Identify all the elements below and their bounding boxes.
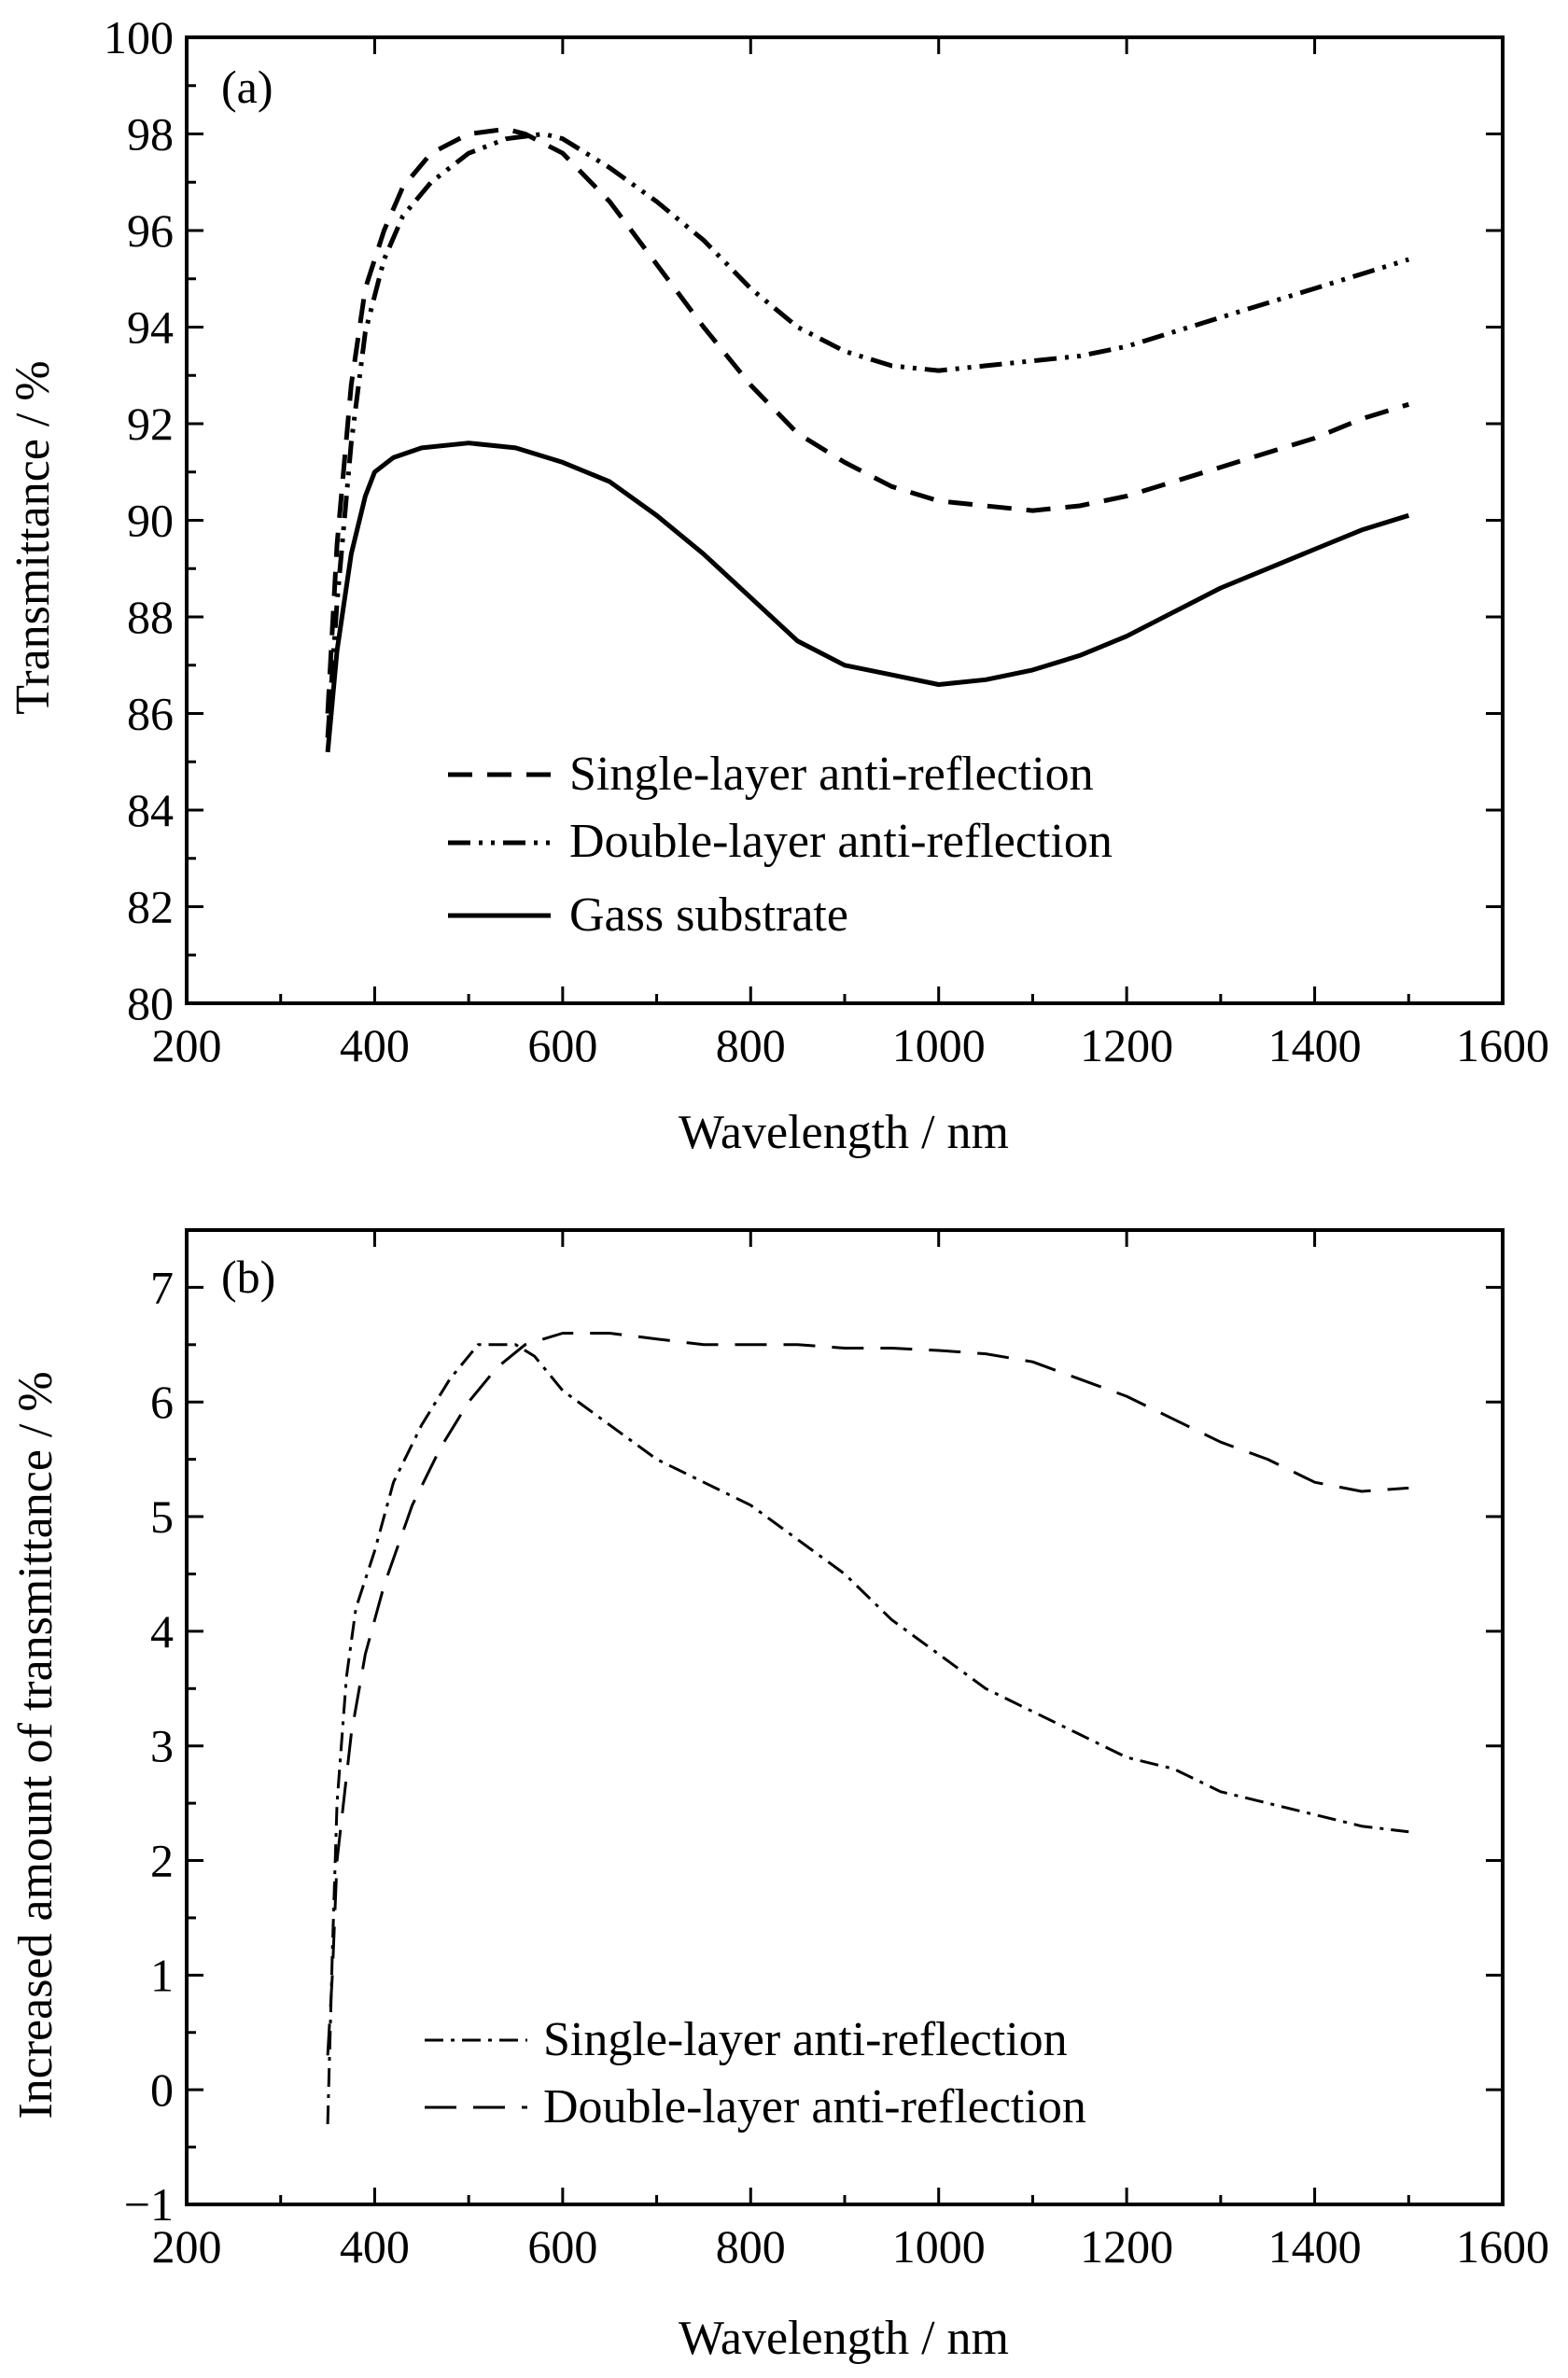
panel-a-y-tick-label: 100 bbox=[104, 11, 174, 63]
panel-a-series-line-dash bbox=[325, 126, 1410, 714]
panel-a-plot-frame bbox=[185, 35, 1505, 1005]
panel-a-x-tick-label: 1000 bbox=[892, 1019, 986, 1071]
panel-b-y-tick-label: 3 bbox=[150, 1720, 174, 1772]
panel-b-y-tick-label: 4 bbox=[150, 1605, 174, 1658]
panel-b-x-tick-label: 200 bbox=[152, 2220, 222, 2273]
panel-b-x-tick-label: 1600 bbox=[1456, 2220, 1549, 2273]
panel-b-x-tick-label: 1400 bbox=[1268, 2220, 1362, 2273]
panel-a-y-tick-label: 98 bbox=[127, 108, 174, 161]
panel-b-x-tick-label: 800 bbox=[716, 2220, 786, 2273]
panel-b-legend-label-double: Double-layer anti-reflection bbox=[543, 2080, 1086, 2133]
panel-a-legend-label-single: Single-layer anti-reflection bbox=[569, 748, 1094, 801]
panel-a-y-tick-label: 92 bbox=[127, 398, 174, 450]
panel-b-x-tick-label: 1000 bbox=[892, 2220, 986, 2273]
panel-b-label: (b) bbox=[221, 1251, 275, 1303]
panel-b-y-tick-label: 7 bbox=[150, 1261, 174, 1313]
panel-a-label: (a) bbox=[221, 61, 273, 113]
panel-b-y-tick-label: 0 bbox=[150, 2063, 174, 2116]
panel-a: 200 400 600 800 1000 1200 1400 1600 80 82 84 86 88 90… bbox=[7, 11, 1549, 1159]
panel-b-y-tick-label: 5 bbox=[150, 1490, 174, 1543]
panel-a-y-tick-label: 96 bbox=[127, 204, 174, 257]
panel-b-y-tick-label: 1 bbox=[150, 1949, 174, 2001]
panel-b-y-axis-title: Increased amount of transmittance / % bbox=[9, 1371, 63, 2119]
panel-b-series-line-dash-dot bbox=[326, 1343, 1409, 2125]
panel-b-series-line-dash bbox=[326, 1332, 1409, 2056]
panel-b-y-tick-label: −1 bbox=[124, 2178, 174, 2231]
panel-a-x-tick-label: 800 bbox=[716, 1019, 786, 1071]
panel-a-y-tick-label: 80 bbox=[127, 977, 174, 1029]
panel-b-x-tick-label: 400 bbox=[340, 2220, 410, 2273]
panel-a-x-tick-label: 400 bbox=[340, 1019, 410, 1071]
panel-b-x-tick-label: 1200 bbox=[1080, 2220, 1173, 2273]
panel-a-x-tick-label: 1400 bbox=[1268, 1019, 1362, 1071]
panel-b: 200 400 600 800 1000 1200 1400 1600 −1 0 1 2 3 4 5 6 7 (… bbox=[9, 1228, 1549, 2365]
panel-a-y-tick-label: 86 bbox=[127, 688, 174, 740]
panel-a-marks: 200 400 600 800 1000 1200 1400 1600 80 82 84 86 88 90… bbox=[104, 11, 1549, 1071]
panel-a-legend-label-double: Double-layer anti-reflection bbox=[569, 815, 1113, 868]
panel-a-legend: Single-layer anti-reflection Double-laye… bbox=[448, 748, 1113, 942]
panel-a-series-line-solid bbox=[325, 441, 1410, 753]
panel-a-x-tick-label: 600 bbox=[527, 1019, 597, 1071]
panel-b-plot-frame bbox=[185, 1228, 1505, 2206]
panel-a-y-tick-label: 90 bbox=[127, 495, 174, 547]
panel-a-y-tick-label: 88 bbox=[127, 591, 174, 643]
panel-b-legend-label-single: Single-layer anti-reflection bbox=[543, 2013, 1068, 2066]
panel-a-y-axis-title: Transmittance / % bbox=[7, 360, 60, 714]
panel-a-y-tick-label: 82 bbox=[127, 881, 174, 933]
panel-b-y-tick-label: 2 bbox=[150, 1835, 174, 1887]
panel-a-x-tick-label: 1200 bbox=[1080, 1019, 1173, 1071]
panel-b-y-tick-label: 6 bbox=[150, 1376, 174, 1428]
panel-b-x-tick-label: 600 bbox=[527, 2220, 597, 2273]
panel-a-series-line-dash-dot-dot bbox=[325, 132, 1410, 738]
panel-a-x-tick-label: 200 bbox=[152, 1019, 222, 1071]
panel-b-x-axis-title: Wavelength / nm bbox=[679, 2312, 1009, 2365]
panel-a-x-axis-title: Wavelength / nm bbox=[679, 1106, 1009, 1159]
panel-a-legend-label-glass: Gass substrate bbox=[569, 888, 848, 942]
panel-b-legend: Single-layer anti-reflection Double-laye… bbox=[425, 2013, 1086, 2133]
panel-b-marks: 200 400 600 800 1000 1200 1400 1600 −1 0 1 2 3 4 5 6 7 bbox=[124, 1230, 1549, 2273]
panel-a-y-tick-label: 94 bbox=[127, 301, 174, 354]
panel-a-y-tick-label: 84 bbox=[127, 784, 174, 836]
panel-a-x-tick-label: 1600 bbox=[1456, 1019, 1549, 1071]
